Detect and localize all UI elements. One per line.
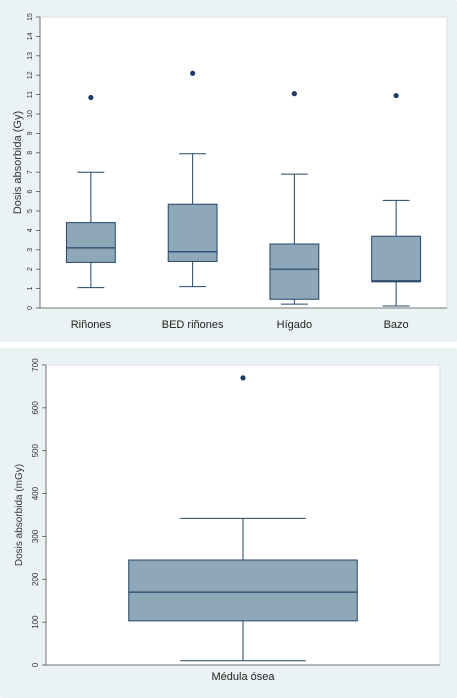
- y-tick-label: 200: [31, 572, 40, 586]
- y-tick-label: 13: [27, 52, 34, 60]
- y-tick-label: 400: [31, 486, 40, 500]
- y-tick-label: 0: [27, 306, 34, 310]
- box-series-1: [128, 375, 358, 662]
- iqr-box: [269, 243, 320, 300]
- bottom-box-plot: 0 100 200 300 400 500 600 700 Dosis absorbida (m…: [14, 358, 441, 683]
- iqr-box: [128, 559, 358, 622]
- iqr-box: [65, 222, 116, 263]
- y-tick-label: 100: [31, 615, 40, 629]
- y-tick-label: 15: [27, 13, 34, 21]
- y-tick-label: 4: [27, 228, 34, 232]
- y-tick-label: 9: [27, 131, 34, 135]
- top-chart-panel: 0 1 2 3 4 5 6 7 8 9 10 11 12 13 14 15 Dosis absorbida (G…: [0, 0, 457, 342]
- outlier-point: [291, 91, 297, 97]
- y-tick-label: 3: [27, 248, 34, 252]
- box-series-3: [269, 91, 320, 305]
- x-category-label: BED riñones: [162, 319, 224, 331]
- x-category-label: Médula ósea: [212, 671, 276, 683]
- y-tick-label: 10: [27, 110, 34, 118]
- y-tick-label: 6: [27, 190, 34, 194]
- bottom-chart-panel: 0 100 200 300 400 500 600 700 Dosis absorbida (m…: [0, 348, 457, 698]
- outlier-point: [190, 70, 196, 76]
- iqr-box: [167, 203, 218, 262]
- y-tick-label: 500: [31, 443, 40, 457]
- outlier-point: [393, 92, 399, 99]
- y-tick-label: 300: [31, 529, 40, 543]
- x-category-label: Bazo: [384, 319, 409, 331]
- y-tick-label: 11: [27, 91, 34, 98]
- y-tick-label: 2: [27, 267, 34, 271]
- y-tick-label: 600: [31, 401, 40, 415]
- y-axis-title: Dosis absorbida (Gy): [12, 111, 24, 214]
- y-tick-label: 700: [31, 358, 40, 372]
- y-tick-label: 12: [27, 71, 34, 79]
- y-tick-label: 14: [27, 32, 34, 40]
- outlier-point: [240, 375, 246, 381]
- y-tick-label: 8: [27, 151, 34, 155]
- outlier-point: [88, 94, 94, 101]
- box-series-1: [65, 94, 116, 289]
- x-category-label: Riñones: [71, 319, 112, 331]
- y-tick-label: 5: [27, 209, 34, 213]
- iqr-box: [371, 235, 422, 283]
- box-series-4: [371, 92, 422, 307]
- y-axis-title: Dosis absorbida (mGy): [14, 464, 25, 566]
- y-tick-label: 1: [27, 287, 34, 291]
- x-category-label: Hígado: [277, 319, 312, 331]
- y-tick-label: 7: [27, 170, 34, 174]
- box-series-2: [167, 70, 218, 288]
- y-tick-label: 0: [31, 662, 40, 667]
